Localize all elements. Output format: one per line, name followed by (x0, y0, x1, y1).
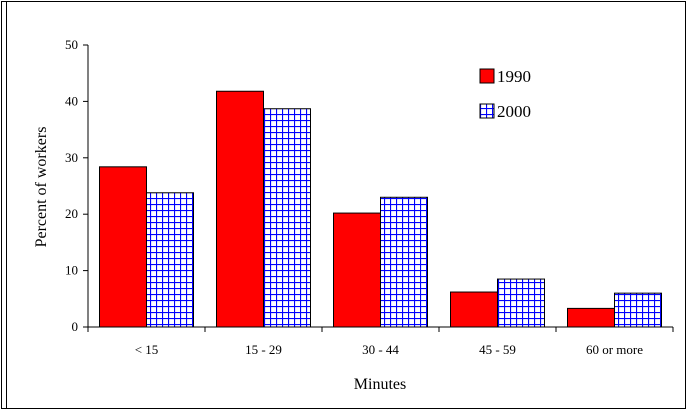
bar-2000-4 (614, 292, 662, 328)
legend-swatch-1990 (479, 68, 495, 84)
bar-1990-2 (333, 212, 381, 328)
x-axis-title: Minutes (354, 376, 406, 393)
y-axis-title: Percent of workers (33, 127, 50, 248)
bar-1990-3 (450, 291, 498, 328)
x-tick-label: 45 - 59 (479, 342, 516, 357)
bar-2000-0 (146, 192, 194, 328)
legend-swatch-2000 (479, 103, 495, 119)
legend-label-1990: 1990 (497, 67, 531, 86)
legend: 1990 2000 (479, 67, 531, 121)
bar-1990-4 (567, 307, 615, 328)
x-tick-label: < 15 (135, 342, 159, 357)
bar-2000-3 (497, 278, 545, 328)
bar-2000-1 (263, 108, 311, 328)
bar-2000-2 (380, 196, 428, 328)
bar-1990-1 (216, 90, 264, 328)
x-tick-label: 60 or more (586, 342, 643, 357)
y-tick-label: 0 (72, 319, 79, 334)
bar-1990-0 (99, 166, 147, 328)
x-tick-label: 30 - 44 (362, 342, 399, 357)
y-tick-label: 30 (65, 150, 78, 165)
legend-label-2000: 2000 (497, 102, 531, 121)
x-tick-label: 15 - 29 (245, 342, 282, 357)
y-tick-label: 40 (65, 93, 78, 108)
y-tick-label: 20 (65, 206, 78, 221)
y-tick-label: 50 (65, 37, 78, 52)
plot-area: 0 10 20 30 40 50 < 15 15 - 29 30 - 44 45 - 59 60 o… (65, 37, 674, 357)
y-tick-label: 10 (65, 263, 78, 278)
